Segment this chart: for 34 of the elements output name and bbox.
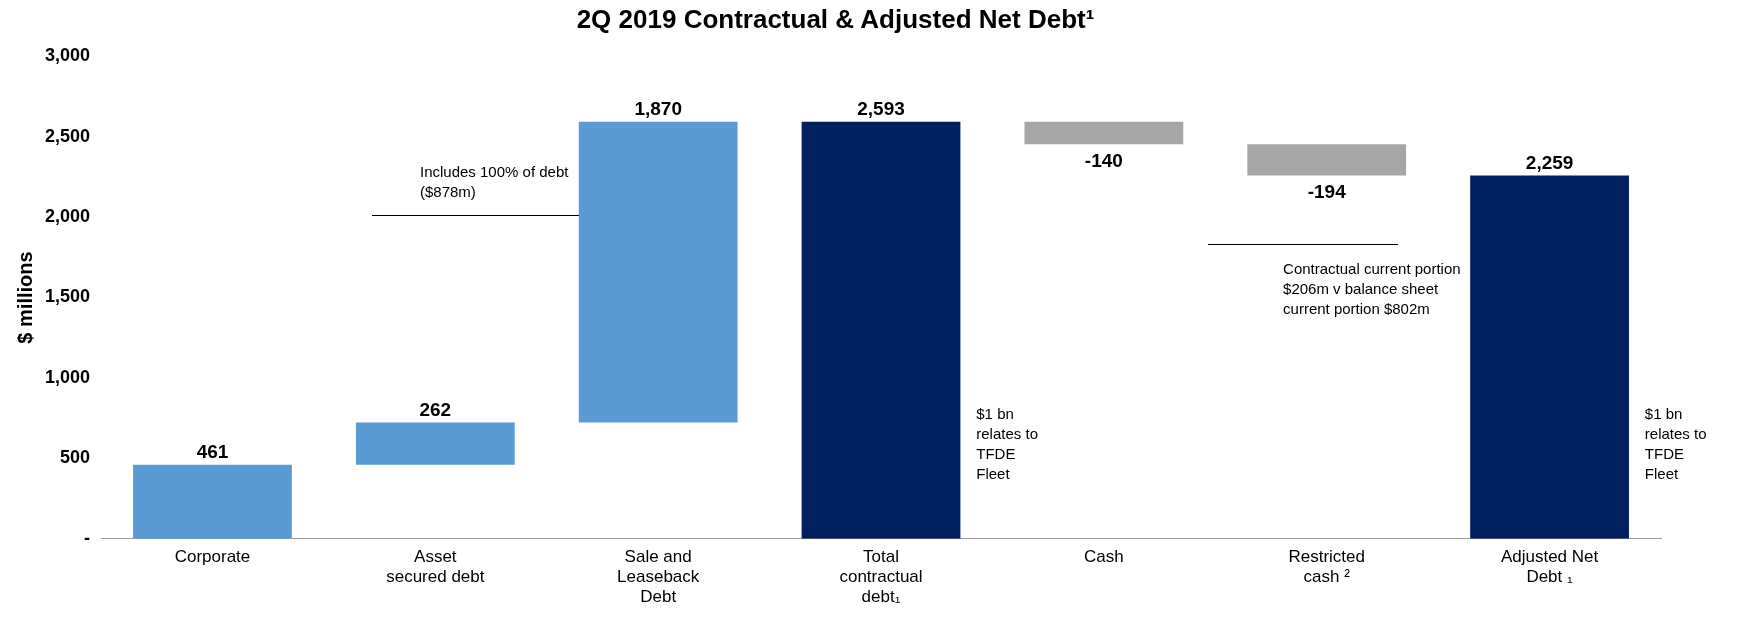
x-tick-label: Adjusted Net Debt ₁ <box>1500 546 1599 587</box>
y-tick-label: 2,000 <box>45 206 91 227</box>
bar <box>355 422 515 465</box>
annotation: $1 bn relates to TFDE Fleet <box>1644 403 1708 484</box>
y-axis-title: $ millions <box>13 251 36 344</box>
data-label: 2,259 <box>1525 152 1574 174</box>
bar <box>578 121 738 423</box>
data-label: 2,593 <box>857 98 905 120</box>
y-tick-label: - <box>84 527 91 548</box>
y-tick-label: 2,500 <box>45 125 91 146</box>
y-tick-label: 500 <box>60 447 91 468</box>
data-label: 461 <box>196 441 229 463</box>
x-tick-label: Cash <box>1084 546 1124 566</box>
data-label: -194 <box>1307 181 1347 203</box>
annotation: $1 bn relates to TFDE Fleet <box>976 403 1039 484</box>
y-tick-label: 1,000 <box>45 366 91 387</box>
annotation: Contractual current portion $206m v balance sheet current portion $802m <box>1283 258 1462 319</box>
data-label: -140 <box>1084 149 1123 171</box>
x-tick-label: Total contractual debt₁ <box>839 546 923 607</box>
data-label: 262 <box>419 399 452 421</box>
bar <box>1247 144 1407 176</box>
bar <box>801 121 961 539</box>
x-tick-label: Restricted cash ² <box>1288 546 1365 587</box>
bar <box>1024 121 1184 145</box>
bar <box>133 464 292 539</box>
chart-title: 2Q 2019 Contractual & Adjusted Net Debt¹ <box>576 3 1095 34</box>
x-tick-label: Corporate <box>174 546 251 566</box>
y-tick-label: 3,000 <box>45 45 91 66</box>
bar <box>1470 175 1629 539</box>
y-tick-label: 1,500 <box>45 286 91 307</box>
x-tick-label: Asset secured debt <box>386 546 485 587</box>
x-tick-label: Sale and Leaseback Debt <box>617 546 700 607</box>
data-label: 1,870 <box>634 98 682 120</box>
annotation: Includes 100% of debt ($878m) <box>419 162 570 203</box>
